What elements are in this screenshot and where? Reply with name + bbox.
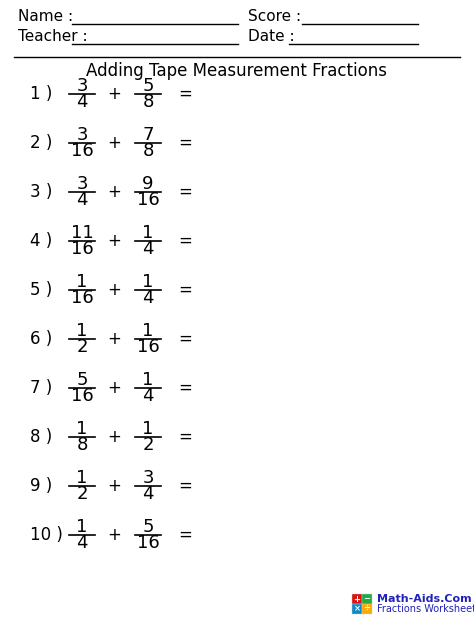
Text: Score :: Score : [248, 9, 301, 24]
Text: 2: 2 [142, 436, 154, 454]
Text: =: = [178, 477, 192, 495]
Text: ×: × [354, 604, 361, 614]
Text: 6 ): 6 ) [30, 330, 52, 348]
Text: ÷: ÷ [364, 604, 371, 614]
Text: 5 ): 5 ) [30, 281, 52, 299]
Text: 4: 4 [142, 485, 154, 503]
Text: 8: 8 [142, 142, 154, 160]
Text: 2: 2 [76, 338, 88, 356]
Text: 4: 4 [142, 240, 154, 258]
Text: 16: 16 [71, 142, 93, 160]
Text: 1: 1 [76, 420, 88, 438]
Text: 4: 4 [76, 93, 88, 111]
Text: 4: 4 [76, 191, 88, 209]
Text: +: + [107, 526, 121, 544]
Text: +: + [107, 85, 121, 103]
Text: Name :: Name : [18, 9, 73, 24]
Text: 1: 1 [142, 371, 154, 389]
Text: 1: 1 [76, 273, 88, 291]
Text: 7 ): 7 ) [30, 379, 52, 397]
Text: 1: 1 [142, 322, 154, 340]
Text: 5: 5 [142, 518, 154, 536]
Text: 1: 1 [142, 224, 154, 242]
Text: =: = [178, 134, 192, 152]
Text: 2: 2 [76, 485, 88, 503]
Bar [352, 594, 362, 604]
Text: 9: 9 [142, 175, 154, 193]
Text: Date :: Date : [248, 29, 295, 44]
Text: 16: 16 [71, 289, 93, 307]
Text: =: = [178, 85, 192, 103]
Text: 4: 4 [76, 534, 88, 552]
Text: 16: 16 [137, 534, 159, 552]
Text: 16: 16 [71, 240, 93, 258]
Text: 1: 1 [76, 518, 88, 536]
Text: Fractions Worksheets: Fractions Worksheets [377, 604, 474, 614]
Text: =: = [178, 183, 192, 201]
Text: =: = [178, 330, 192, 348]
Text: 7: 7 [142, 126, 154, 144]
Text: Adding Tape Measurement Fractions: Adding Tape Measurement Fractions [86, 62, 388, 80]
Text: 3 ): 3 ) [30, 183, 52, 201]
Text: 3: 3 [76, 77, 88, 95]
Text: Teacher :: Teacher : [18, 29, 88, 44]
Text: 4: 4 [142, 387, 154, 405]
Text: +: + [107, 428, 121, 446]
Text: 3: 3 [142, 469, 154, 487]
Text: +: + [107, 330, 121, 348]
Bar [362, 604, 372, 614]
Text: 10 ): 10 ) [30, 526, 63, 544]
Text: 3: 3 [76, 126, 88, 144]
Text: 5: 5 [142, 77, 154, 95]
Text: 8: 8 [142, 93, 154, 111]
Text: 1: 1 [142, 420, 154, 438]
Text: 16: 16 [137, 338, 159, 356]
Text: +: + [107, 477, 121, 495]
Text: 11: 11 [71, 224, 93, 242]
Text: 8: 8 [76, 436, 88, 454]
Text: =: = [178, 526, 192, 544]
Text: +: + [107, 379, 121, 397]
Text: +: + [107, 281, 121, 299]
Text: 5: 5 [76, 371, 88, 389]
Text: 3: 3 [76, 175, 88, 193]
Text: 2 ): 2 ) [30, 134, 52, 152]
Text: =: = [178, 379, 192, 397]
Text: +: + [107, 134, 121, 152]
Text: +: + [354, 595, 361, 604]
Text: 1: 1 [76, 469, 88, 487]
Bar [352, 604, 362, 614]
Text: 4 ): 4 ) [30, 232, 52, 250]
Text: 8 ): 8 ) [30, 428, 52, 446]
Text: 4: 4 [142, 289, 154, 307]
Text: −: − [364, 595, 371, 604]
Text: 16: 16 [137, 191, 159, 209]
Text: Math-Aids.Com: Math-Aids.Com [377, 594, 472, 604]
Text: 1: 1 [76, 322, 88, 340]
Text: =: = [178, 281, 192, 299]
Text: 1: 1 [142, 273, 154, 291]
Text: 9 ): 9 ) [30, 477, 52, 495]
Text: =: = [178, 232, 192, 250]
Text: 1 ): 1 ) [30, 85, 52, 103]
Text: 16: 16 [71, 387, 93, 405]
Bar [362, 594, 372, 604]
Text: =: = [178, 428, 192, 446]
Text: +: + [107, 183, 121, 201]
Text: +: + [107, 232, 121, 250]
